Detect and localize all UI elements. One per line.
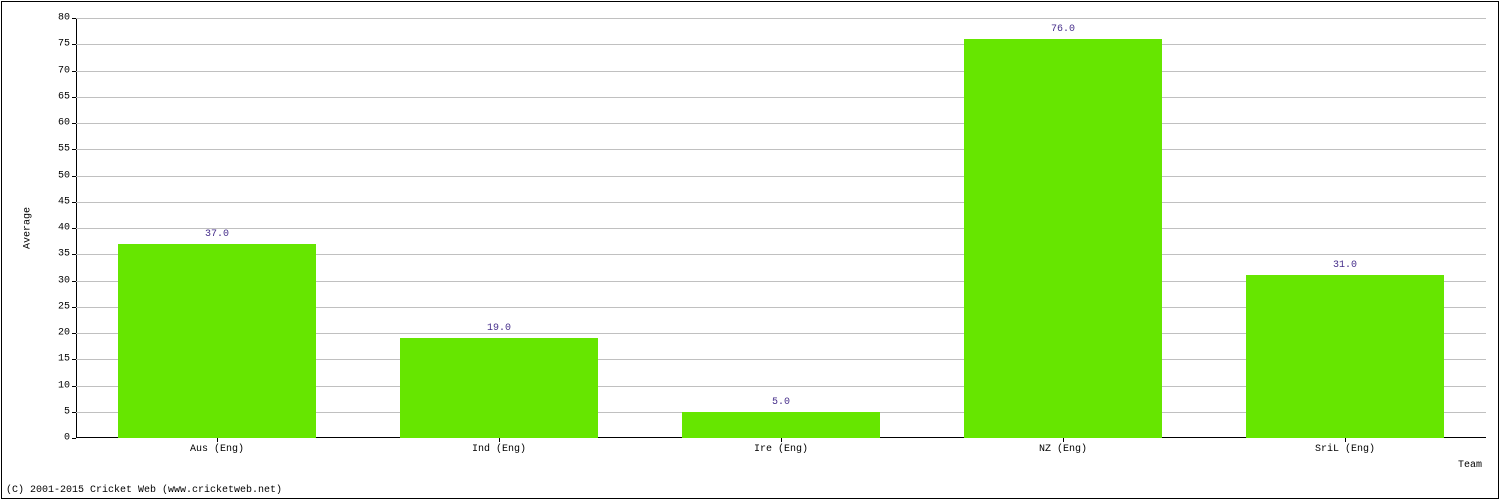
x-tick-label: Aus (Eng) <box>190 444 244 455</box>
bar-value-label: 19.0 <box>487 323 511 334</box>
y-tick-mark <box>72 254 76 255</box>
y-tick-label: 10 <box>58 380 70 391</box>
x-tick-mark <box>781 438 782 442</box>
y-tick-label: 20 <box>58 328 70 339</box>
y-tick-mark <box>72 202 76 203</box>
x-tick-label: SriL (Eng) <box>1315 444 1375 455</box>
y-tick-label: 5 <box>64 406 70 417</box>
y-tick-mark <box>72 97 76 98</box>
y-tick-label: 50 <box>58 170 70 181</box>
y-tick-label: 40 <box>58 223 70 234</box>
y-tick-label: 55 <box>58 144 70 155</box>
gridline <box>76 71 1486 72</box>
gridline <box>76 123 1486 124</box>
gridline <box>76 18 1486 19</box>
y-tick-mark <box>72 386 76 387</box>
y-tick-label: 0 <box>64 433 70 444</box>
plot-area: 0510152025303540455055606570758037.0Aus … <box>76 18 1486 438</box>
bar: 37.0 <box>118 244 315 438</box>
y-tick-mark <box>72 71 76 72</box>
y-tick-mark <box>72 307 76 308</box>
x-tick-mark <box>1063 438 1064 442</box>
y-tick-mark <box>72 44 76 45</box>
bar: 31.0 <box>1246 275 1443 438</box>
gridline <box>76 228 1486 229</box>
y-tick-mark <box>72 412 76 413</box>
y-tick-mark <box>72 123 76 124</box>
bar-value-label: 37.0 <box>205 229 229 240</box>
bar-value-label: 5.0 <box>772 397 790 408</box>
x-tick-mark <box>1345 438 1346 442</box>
chart-frame: 0 5 10 15 20 25 30 35 40 45 50 55 60 65 70 75 80 37.0 Aus … <box>1 1 1499 499</box>
y-tick-label: 30 <box>58 275 70 286</box>
gridline <box>76 202 1486 203</box>
y-tick-mark <box>72 281 76 282</box>
x-tick-mark <box>217 438 218 442</box>
x-tick-label: NZ (Eng) <box>1039 444 1087 455</box>
gridline <box>76 44 1486 45</box>
y-tick-label: 35 <box>58 249 70 260</box>
gridline <box>76 149 1486 150</box>
gridline <box>76 97 1486 98</box>
x-tick-label: Ire (Eng) <box>754 444 808 455</box>
y-tick-mark <box>72 333 76 334</box>
y-tick-mark <box>72 228 76 229</box>
y-tick-label: 15 <box>58 354 70 365</box>
y-axis-title: Average <box>23 207 34 249</box>
x-tick-label: Ind (Eng) <box>472 444 526 455</box>
x-tick-mark <box>499 438 500 442</box>
y-tick-label: 65 <box>58 91 70 102</box>
bar-value-label: 76.0 <box>1051 24 1075 35</box>
y-tick-mark <box>72 359 76 360</box>
y-tick-mark <box>72 18 76 19</box>
bar: 19.0 <box>400 338 597 438</box>
bar-value-label: 31.0 <box>1333 260 1357 271</box>
y-tick-mark <box>72 438 76 439</box>
y-tick-label: 25 <box>58 301 70 312</box>
y-tick-mark <box>72 176 76 177</box>
y-tick-label: 70 <box>58 65 70 76</box>
bar: 76.0 <box>964 39 1161 438</box>
gridline <box>76 176 1486 177</box>
x-axis-title: Team <box>1458 460 1482 471</box>
y-tick-mark <box>72 149 76 150</box>
y-tick-label: 45 <box>58 196 70 207</box>
y-tick-label: 80 <box>58 13 70 24</box>
copyright-text: (C) 2001-2015 Cricket Web (www.cricketwe… <box>6 485 282 496</box>
bar: 5.0 <box>682 412 879 438</box>
y-tick-label: 60 <box>58 118 70 129</box>
y-tick-label: 75 <box>58 39 70 50</box>
